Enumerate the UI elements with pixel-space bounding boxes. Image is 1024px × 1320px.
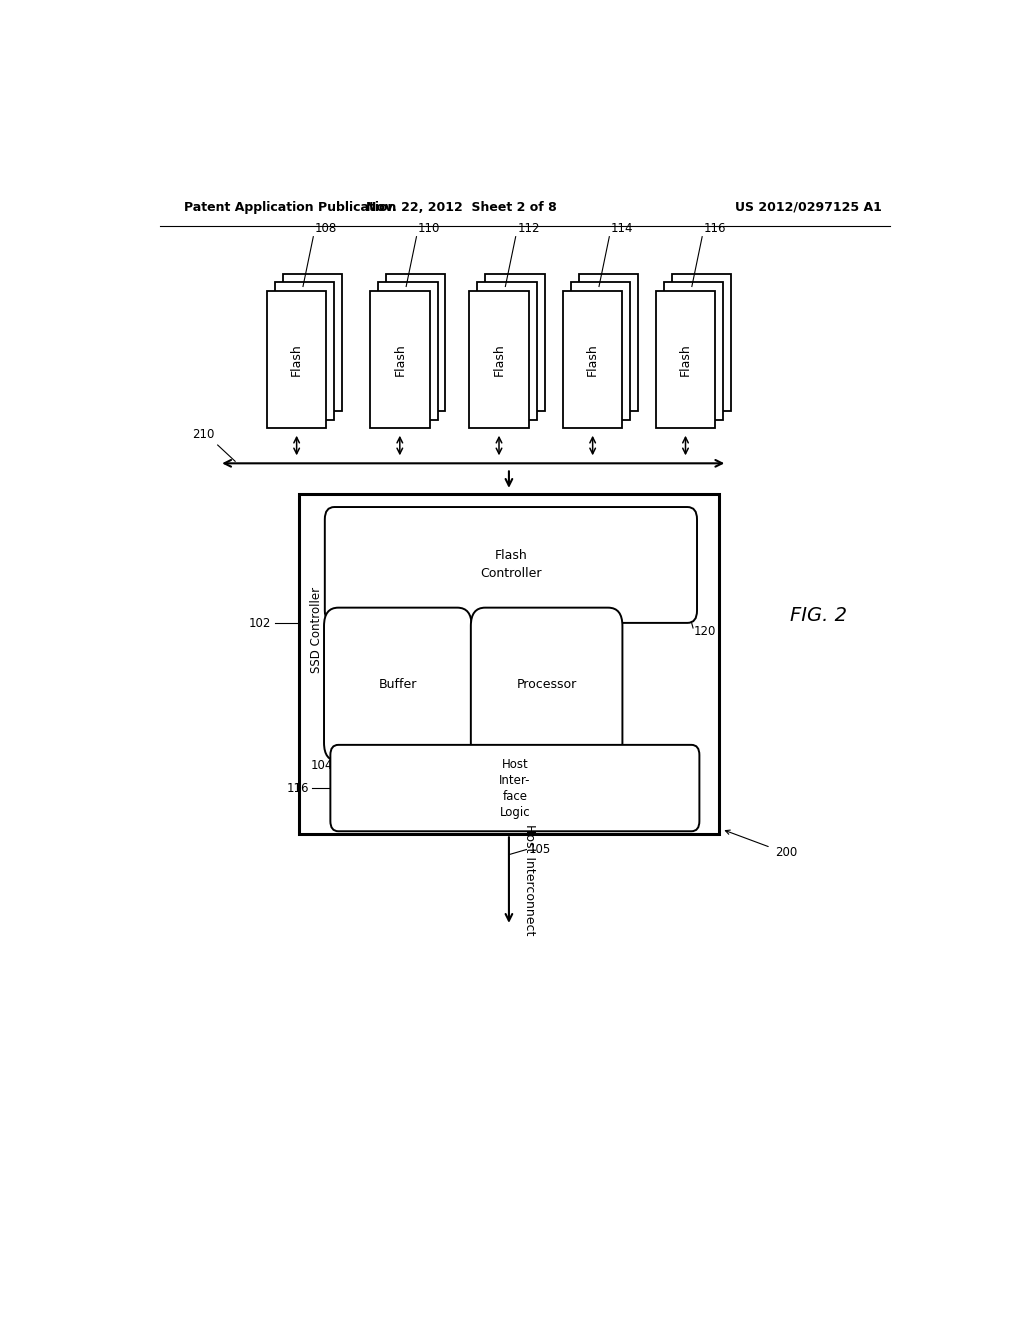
Text: 200: 200 bbox=[775, 846, 797, 859]
Bar bbox=[267, 290, 327, 428]
Bar bbox=[485, 275, 545, 412]
FancyBboxPatch shape bbox=[331, 744, 699, 832]
Bar bbox=[386, 275, 445, 412]
Text: 114: 114 bbox=[611, 222, 634, 235]
Bar bbox=[655, 290, 715, 428]
Bar bbox=[283, 275, 342, 412]
Text: Patent Application Publication: Patent Application Publication bbox=[183, 201, 396, 214]
Bar bbox=[664, 282, 723, 420]
Bar bbox=[274, 282, 334, 420]
Text: US 2012/0297125 A1: US 2012/0297125 A1 bbox=[735, 201, 882, 214]
Text: 112: 112 bbox=[517, 222, 540, 235]
Bar bbox=[672, 275, 731, 412]
Text: Host
Inter-
face
Logic: Host Inter- face Logic bbox=[499, 758, 530, 818]
Text: Flash: Flash bbox=[586, 343, 599, 375]
Text: Flash: Flash bbox=[290, 343, 303, 375]
Text: 105: 105 bbox=[528, 843, 551, 857]
Text: Host Interconnect: Host Interconnect bbox=[523, 825, 537, 936]
FancyBboxPatch shape bbox=[325, 507, 697, 623]
Text: Nov. 22, 2012  Sheet 2 of 8: Nov. 22, 2012 Sheet 2 of 8 bbox=[366, 201, 557, 214]
Text: 104: 104 bbox=[310, 759, 333, 772]
Bar bbox=[378, 282, 437, 420]
Text: Flash
Controller: Flash Controller bbox=[480, 549, 542, 581]
Text: Flash: Flash bbox=[493, 343, 506, 375]
FancyBboxPatch shape bbox=[324, 607, 472, 762]
Bar bbox=[477, 282, 537, 420]
Bar bbox=[299, 494, 719, 834]
Bar bbox=[579, 275, 638, 412]
Text: 210: 210 bbox=[193, 428, 215, 441]
FancyBboxPatch shape bbox=[471, 607, 623, 762]
Text: 118: 118 bbox=[614, 759, 637, 772]
Text: Buffer: Buffer bbox=[379, 678, 417, 690]
Text: Processor: Processor bbox=[516, 678, 577, 690]
Text: 120: 120 bbox=[694, 624, 716, 638]
Bar bbox=[563, 290, 623, 428]
Bar bbox=[469, 290, 528, 428]
Text: 102: 102 bbox=[249, 616, 270, 630]
Text: Flash: Flash bbox=[679, 343, 692, 375]
Text: 116: 116 bbox=[287, 781, 309, 795]
Text: 108: 108 bbox=[315, 222, 337, 235]
Bar bbox=[370, 290, 430, 428]
Text: 116: 116 bbox=[703, 222, 726, 235]
Text: Flash: Flash bbox=[393, 343, 407, 375]
Text: 110: 110 bbox=[418, 222, 440, 235]
Text: FIG. 2: FIG. 2 bbox=[790, 606, 847, 626]
Bar bbox=[570, 282, 631, 420]
Text: SSD Controller: SSD Controller bbox=[309, 587, 323, 673]
